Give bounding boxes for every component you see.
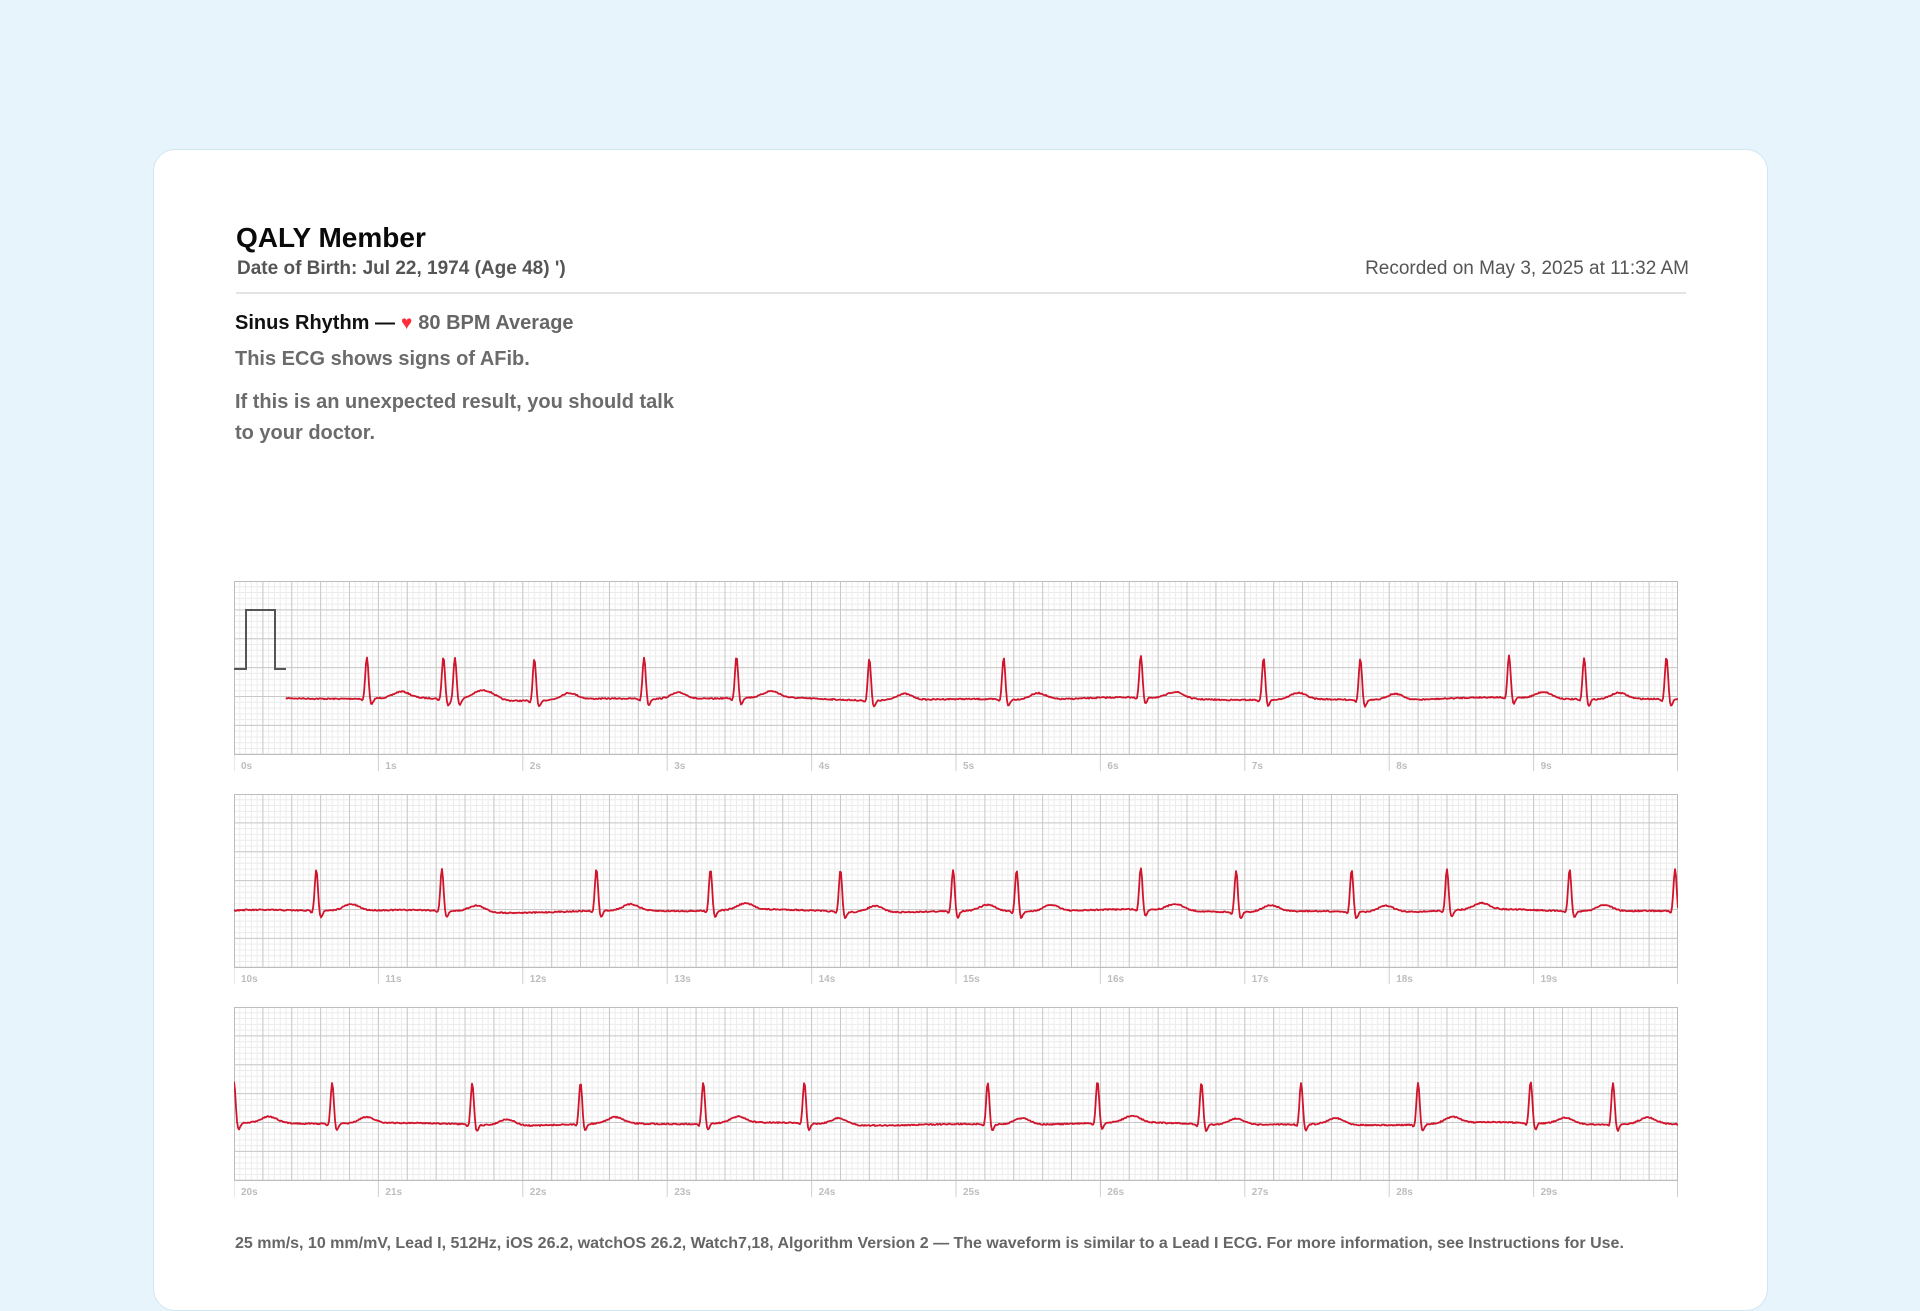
time-label: 28s [1396,1187,1413,1198]
average-bpm: 80 BPM Average [418,312,574,334]
time-label: 18s [1396,974,1413,985]
calibration-pulse [234,609,286,670]
rhythm-label: Sinus Rhythm — [235,312,396,334]
ecg-major-grid [234,794,1678,968]
time-label: 1s [385,761,397,772]
time-label: 0s [241,761,253,772]
time-label: 19s [1541,974,1558,985]
ecg-strip-chart: 20s 21s 22s 23s 24s 25s 26s 27s 28s 29s [234,1007,1678,1198]
time-label: 25s [963,1187,980,1198]
ecg-waveform [285,654,1678,708]
time-label: 8s [1396,761,1408,772]
rhythm-classification: Sinus Rhythm — ♥ 80 BPM Average [235,312,574,335]
ecg-waveform [234,867,1678,920]
time-label: 13s [674,974,691,985]
time-label: 16s [1107,974,1124,985]
time-label: 29s [1541,1187,1558,1198]
ecg-waveform [234,1081,1678,1132]
time-label: 4s [819,761,831,772]
time-label: 11s [385,974,402,985]
time-label: 24s [819,1187,836,1198]
header-divider [236,292,1686,294]
date-of-birth: Date of Birth: Jul 22, 1974 (Age 48) ʹ) [237,258,566,279]
time-label: 15s [963,974,980,985]
ecg-major-grid [234,1007,1678,1181]
time-label: 2s [530,761,542,772]
time-label: 6s [1107,761,1119,772]
time-label: 20s [241,1187,258,1198]
ecg-strip-chart: 10s 11s 12s 13s 14s 15s 16s 17s 18s 19s [234,794,1678,985]
time-label: 5s [963,761,975,772]
recording-details: 25 mm/s, 10 mm/mV, Lead I, 512Hz, iOS 26… [235,1235,1624,1252]
time-label: 7s [1252,761,1264,772]
ecg-major-grid [234,581,1678,755]
time-label: 9s [1541,761,1553,772]
time-label: 27s [1252,1187,1269,1198]
time-label: 26s [1107,1187,1124,1198]
advice-text: If this is an unexpected result, you sho… [235,391,674,444]
ecg-strip-border [234,794,1678,968]
ecg-strip-chart: 0s 1s 2s 3s 4s 5s 6s 7s 8s 9s [234,581,1678,772]
time-label: 21s [385,1187,402,1198]
time-label: 22s [530,1187,547,1198]
patient-name: QALY Member [236,222,426,253]
time-label: 12s [530,974,547,985]
time-label: 23s [674,1187,691,1198]
recorded-on: Recorded on May 3, 2025 at 11:32 AM [1365,258,1689,279]
time-label: 10s [241,974,258,985]
time-label: 3s [674,761,686,772]
heart-icon: ♥ [401,313,413,334]
ecg-strip-2: 10s 11s 12s 13s 14s 15s 16s 17s 18s 19s [234,794,1678,986]
ecg-strip-1: 0s 1s 2s 3s 4s 5s 6s 7s 8s 9s [234,581,1678,773]
time-label: 14s [819,974,836,985]
ecg-strip-3: 20s 21s 22s 23s 24s 25s 26s 27s 28s 29s [234,1007,1678,1199]
result-text: This ECG shows signs of AFib. [235,348,530,370]
time-label: 17s [1252,974,1269,985]
